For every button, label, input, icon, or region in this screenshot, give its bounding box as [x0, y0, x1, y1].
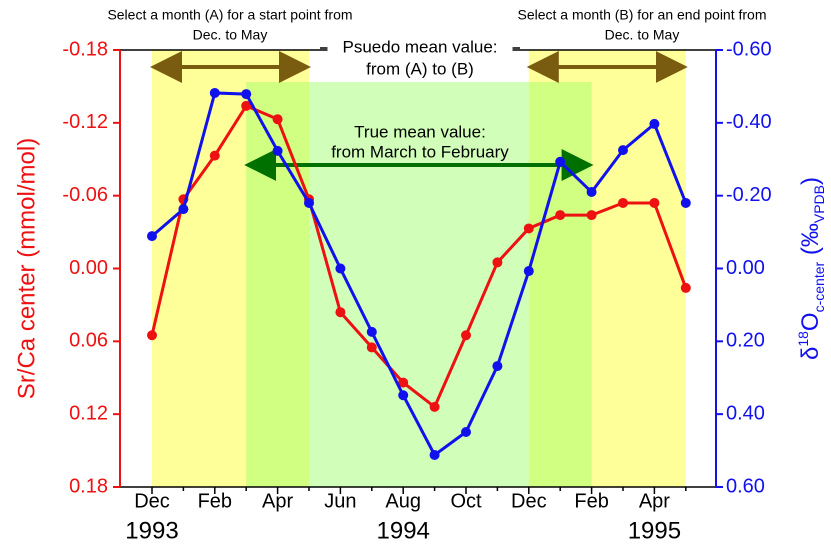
data-point	[649, 197, 660, 208]
y2-tick-label: 0.20	[726, 330, 765, 352]
y2-axis-title-part: c-center	[811, 261, 827, 312]
data-point	[272, 145, 283, 156]
x-tick-label: Oct	[450, 490, 482, 512]
x-tick-label: Feb	[198, 490, 232, 512]
y-tick-label: 0.18	[69, 475, 108, 497]
x-tick-label: Dec	[134, 490, 170, 512]
y2-tick-label: 0.40	[726, 402, 765, 424]
x-tick-label: Aug	[385, 490, 421, 512]
data-point	[304, 197, 314, 208]
year-label: 1994	[377, 517, 430, 544]
label-bg	[327, 37, 513, 81]
y2-tick-label: 0.00	[726, 257, 765, 279]
data-point	[649, 118, 660, 129]
y2-tick-label: 0.60	[726, 475, 765, 497]
data-point	[492, 361, 503, 372]
data-point	[398, 377, 409, 388]
true-mean-note: True mean value:	[354, 122, 486, 141]
data-point	[272, 114, 283, 125]
data-point	[429, 449, 440, 460]
series-line	[151, 91, 688, 458]
data-point	[586, 210, 597, 221]
data-point	[366, 342, 377, 353]
start-note: Dec. to May	[193, 27, 268, 43]
data-point	[555, 210, 566, 221]
data-point	[429, 401, 440, 412]
data-point	[366, 326, 377, 337]
data-point	[492, 257, 503, 268]
year-label: 1993	[125, 517, 178, 544]
data-point	[209, 150, 220, 161]
y-tick-label: 0.00	[69, 257, 108, 279]
data-point	[398, 390, 409, 401]
pseudo-mean-note: Psuedo mean value:	[343, 37, 498, 56]
x-tick-label: Dec	[511, 490, 547, 512]
data-point	[555, 156, 566, 167]
data-point	[618, 197, 628, 208]
y2-axis-title-part: 18	[795, 331, 811, 347]
y-tick-label: -0.06	[62, 184, 108, 206]
data-point	[618, 145, 628, 156]
start-note: Select a month (A) for a start point fro…	[107, 7, 352, 23]
true-mean-note: from March to February	[331, 142, 509, 161]
x-tick-label: Apr	[639, 490, 670, 512]
y2-axis-title-part: (‰	[797, 223, 824, 262]
data-point	[147, 330, 157, 341]
region-yellow	[152, 50, 309, 487]
data-point	[209, 87, 220, 98]
background-regions	[152, 50, 686, 487]
end-note: Dec. to May	[605, 27, 680, 43]
data-point	[523, 223, 534, 234]
y-axis-title: Sr/Ca center (mmol/mol)	[13, 138, 40, 399]
x-tick-label: Jun	[324, 490, 356, 512]
data-point	[241, 100, 252, 111]
y2-axis-title-part: VPDB	[811, 185, 827, 223]
year-label: 1995	[628, 517, 681, 544]
y2-tick-label: -0.40	[726, 111, 772, 133]
series-line	[150, 103, 688, 410]
y2-tick-label: -0.60	[726, 38, 772, 60]
data-point	[523, 266, 534, 277]
y2-axis-title-part: )	[797, 177, 824, 185]
x-tick-label: Feb	[574, 490, 608, 512]
data-point	[586, 187, 597, 198]
x-tick-label: Apr	[262, 490, 293, 512]
y2-axis-title-part: O	[797, 312, 824, 331]
end-note: Select a month (B) for an end point from	[517, 7, 766, 23]
region-yellow	[528, 50, 686, 487]
y2-tick-label: -0.20	[726, 184, 772, 206]
pseudo-mean-note: from (A) to (B)	[366, 59, 474, 78]
data-point	[335, 307, 346, 318]
y-tick-label: 0.12	[69, 402, 108, 424]
plot: -0.18 -0.12 -0.06 0.00 0.06 0.12 0.18 -0.60 -0.4…	[13, 7, 826, 545]
y2-axis-title-part: δ	[797, 347, 824, 360]
data-point	[461, 427, 471, 438]
data-point	[178, 204, 189, 215]
data-point	[335, 263, 346, 274]
data-point	[680, 197, 691, 208]
y-tick-label: -0.12	[62, 111, 108, 133]
data-point	[680, 282, 691, 293]
y2-axis-title: δ18Oc-center (‰VPDB)	[795, 177, 827, 360]
y-tick-label: -0.18	[62, 38, 108, 60]
data-point	[461, 330, 471, 341]
data-point	[241, 89, 252, 100]
data-point	[147, 231, 157, 242]
y-tick-label: 0.06	[69, 330, 108, 352]
